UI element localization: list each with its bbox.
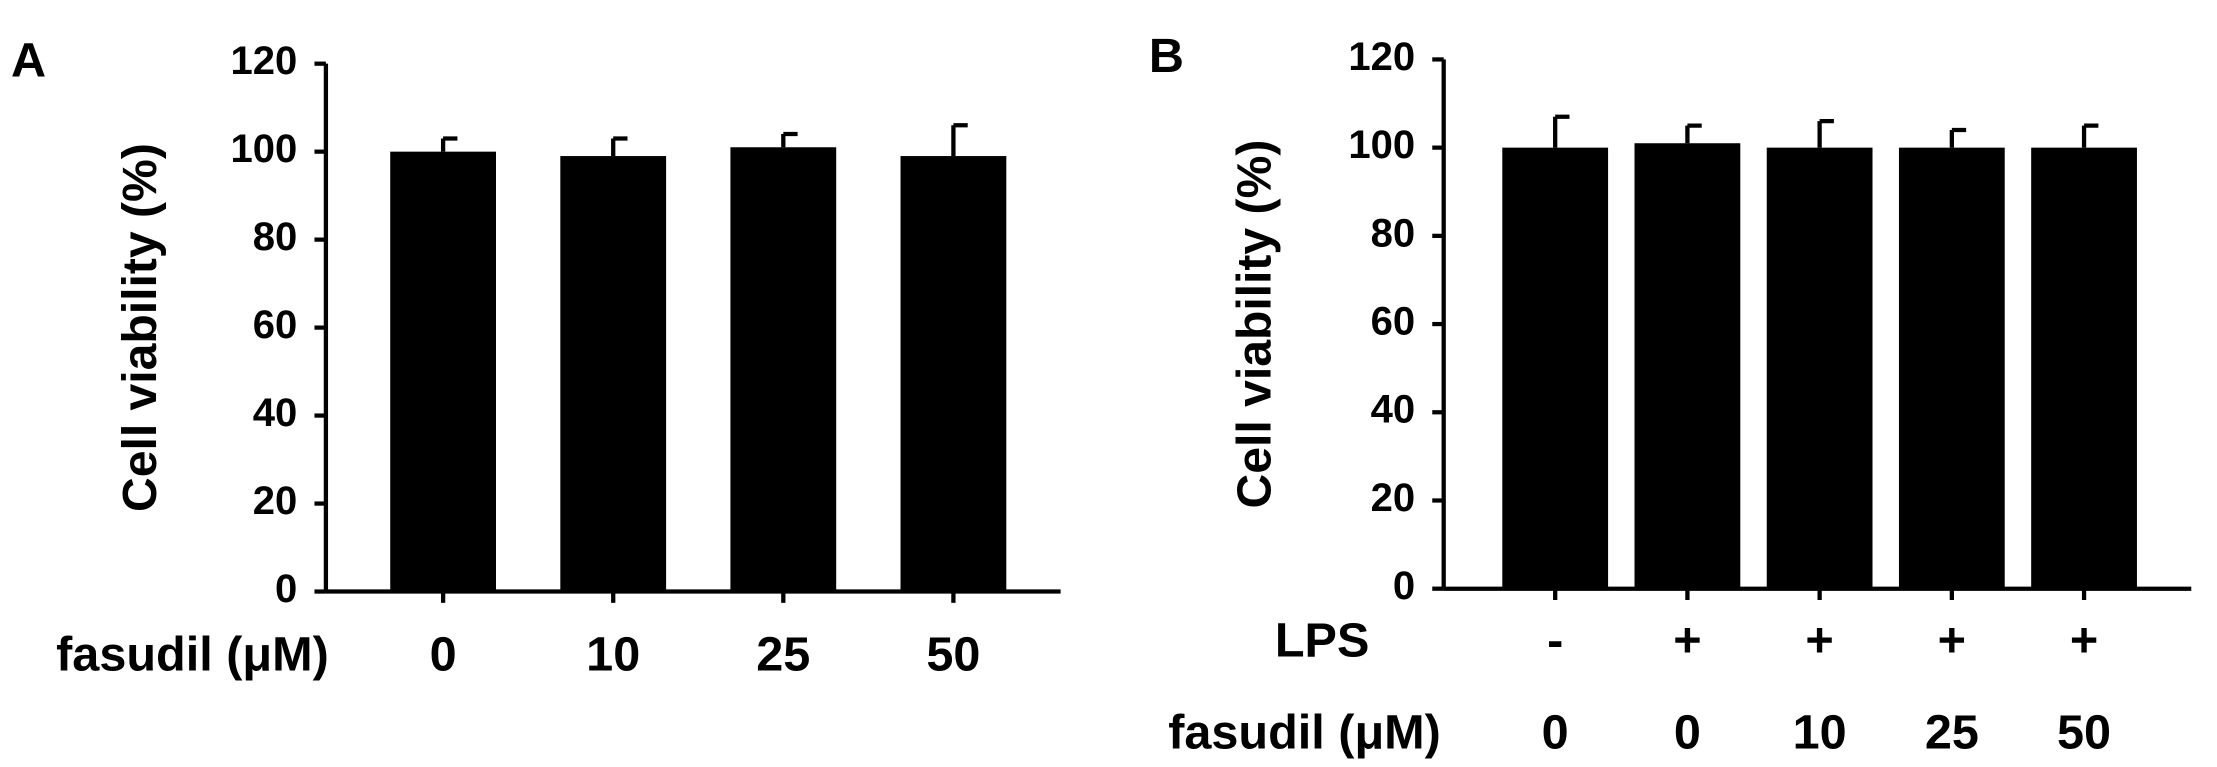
bar xyxy=(1898,147,2005,589)
error-bar xyxy=(1949,127,1967,148)
y-axis-title: Cell viability (%) xyxy=(1227,140,1281,509)
y-tick-label: 20 xyxy=(253,479,298,523)
y-tick-label: 40 xyxy=(253,391,298,435)
panel-label: B xyxy=(1149,29,1184,83)
y-tick-label: 40 xyxy=(1371,388,1416,432)
y-tick-label: 0 xyxy=(1393,564,1415,608)
y-tick-label: 100 xyxy=(1348,123,1415,167)
y-tick-label: 80 xyxy=(1371,211,1416,255)
error-bar xyxy=(951,123,968,157)
bar xyxy=(390,151,497,592)
x-tick-label: 50 xyxy=(926,628,980,682)
bar xyxy=(900,156,1007,592)
x-tick-label: 10 xyxy=(1793,706,1847,760)
x-tick-label: 0 xyxy=(430,628,457,682)
y-tick-label: 20 xyxy=(1371,476,1416,520)
y-tick-label: 60 xyxy=(1371,300,1416,344)
y-tick-label: 60 xyxy=(253,303,298,347)
category-row-label: fasudil (μM) xyxy=(56,628,329,682)
x-tick-label: 10 xyxy=(586,628,640,682)
error-bar xyxy=(611,136,628,157)
error-bar xyxy=(1817,119,1834,148)
bar xyxy=(1634,143,1741,589)
bar xyxy=(1766,147,1873,589)
y-tick-label: 0 xyxy=(275,567,297,611)
group-label: + xyxy=(2070,614,2098,668)
error-bar xyxy=(781,131,798,148)
x-tick-label: 0 xyxy=(1542,706,1569,760)
group-row-label: LPS xyxy=(1275,614,1370,668)
y-tick-label: 80 xyxy=(253,215,298,259)
error-bar xyxy=(1553,114,1570,148)
y-tick-label: 120 xyxy=(1348,35,1415,79)
y-tick-label: 100 xyxy=(231,127,298,171)
x-tick-label: 0 xyxy=(1674,706,1701,760)
y-axis-title: Cell viability (%) xyxy=(113,143,167,512)
error-bar xyxy=(1685,123,1702,144)
panel-label: A xyxy=(11,34,46,88)
bar xyxy=(1502,147,1609,589)
group-label: + xyxy=(1938,614,1966,668)
error-bar xyxy=(440,136,458,152)
bar xyxy=(730,147,837,592)
group-label: - xyxy=(1547,614,1563,668)
y-tick-label: 120 xyxy=(231,39,298,83)
x-tick-label: 25 xyxy=(1925,706,1979,760)
bar xyxy=(2031,147,2137,589)
group-label: + xyxy=(1805,614,1833,668)
error-bar xyxy=(2081,123,2099,148)
group-label: + xyxy=(1673,614,1701,668)
x-tick-label: 50 xyxy=(2057,706,2111,760)
bar xyxy=(560,156,667,592)
x-tick-label: 25 xyxy=(756,628,810,682)
category-row-label: fasudil (μM) xyxy=(1168,706,1441,760)
